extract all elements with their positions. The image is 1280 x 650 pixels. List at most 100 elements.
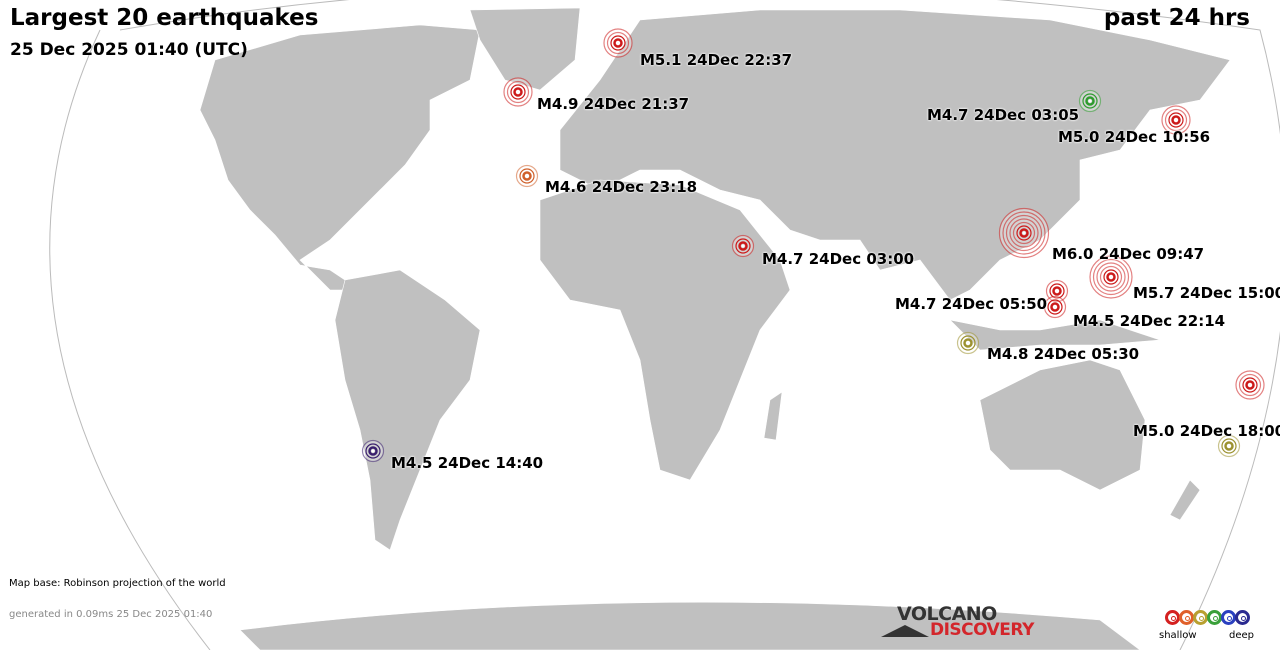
marker-ring <box>1002 211 1046 255</box>
earthquake-label[interactable]: M4.7 24Dec 03:05 <box>927 106 1080 124</box>
earthquake-label[interactable]: M5.0 24Dec 10:56 <box>1058 128 1211 146</box>
marker-center <box>1053 305 1057 309</box>
marker-ring <box>1019 228 1029 238</box>
earthquake-marker[interactable] <box>1235 370 1265 400</box>
marker-ring <box>1168 112 1184 128</box>
legend-deep-label: deep <box>1229 630 1254 641</box>
earthquake-label[interactable]: M4.5 24Dec 14:40 <box>391 454 544 472</box>
earthquake-marker[interactable] <box>956 331 980 355</box>
time-period: past 24 hrs <box>1103 5 1250 31</box>
marker-ring <box>610 35 626 51</box>
marker-ring <box>606 31 630 55</box>
earthquake-label[interactable]: M4.5 24Dec 22:14 <box>1073 312 1226 330</box>
marker-ring <box>1164 108 1188 132</box>
marker-ring <box>1221 438 1237 454</box>
marker-ring <box>613 38 623 48</box>
marker-center <box>371 449 375 453</box>
marker-ring <box>1171 115 1181 125</box>
earthquake-marker[interactable] <box>515 164 539 188</box>
land-madagascar <box>763 391 783 441</box>
marker-ring <box>510 84 526 100</box>
marker-ring <box>1245 380 1255 390</box>
volcanodiscovery-logo[interactable]: VOLCANO DISCOVERY <box>880 603 1040 643</box>
marker-ring <box>1082 93 1098 109</box>
earthquake-label[interactable]: M6.0 24Dec 09:47 <box>1052 245 1205 263</box>
marker-ring <box>1016 225 1032 241</box>
legend-depth-swatch <box>1235 610 1250 625</box>
marker-center <box>1055 289 1059 293</box>
marker-ring <box>963 338 973 348</box>
marker-ring <box>1049 283 1065 299</box>
map-outline <box>49 0 1280 650</box>
land-greenland <box>469 7 581 91</box>
earthquake-marker[interactable] <box>603 28 633 58</box>
earthquake-label[interactable]: M5.0 24Dec 18:00 <box>1133 422 1280 440</box>
marker-center <box>1109 275 1113 279</box>
marker-ring <box>1050 302 1060 312</box>
map-base-note: Map base: Robinson projection of the wor… <box>9 578 226 589</box>
earthquake-marker[interactable] <box>1217 434 1241 458</box>
earthquake-marker[interactable] <box>1078 89 1102 113</box>
marker-ring <box>1047 299 1063 315</box>
earthquake-label[interactable]: M5.7 24Dec 15:00 <box>1133 284 1280 302</box>
legend-depth-swatch <box>1221 610 1236 625</box>
land-indonesia <box>949 319 1161 351</box>
earthquake-marker[interactable] <box>361 439 385 463</box>
marker-center <box>1088 99 1092 103</box>
depth-legend: shallow deep <box>1159 610 1272 648</box>
marker-ring <box>365 443 381 459</box>
map-datetime: 25 Dec 2025 01:40 (UTC) <box>10 40 248 60</box>
marker-center <box>616 41 620 45</box>
marker-ring <box>1106 272 1116 282</box>
marker-ring <box>1009 218 1039 248</box>
logo-line1: VOLCANO <box>897 603 997 625</box>
land-antarctica <box>239 601 1141 650</box>
marker-center <box>516 90 520 94</box>
earthquake-marker[interactable] <box>503 77 533 107</box>
marker-ring <box>506 80 530 104</box>
land-europe-asia <box>559 9 1231 301</box>
earthquake-label[interactable]: M5.1 24Dec 22:37 <box>640 51 793 69</box>
marker-ring <box>1096 262 1126 292</box>
land-africa <box>539 179 791 481</box>
marker-center <box>966 341 970 345</box>
marker-ring <box>513 87 523 97</box>
marker-ring <box>1242 377 1258 393</box>
land-south-america <box>334 269 481 551</box>
generated-note: generated in 0.09ms 25 Dec 2025 01:40 <box>9 609 213 620</box>
marker-ring <box>1085 96 1095 106</box>
marker-center <box>1174 118 1178 122</box>
marker-ring <box>519 168 535 184</box>
land-new-zealand <box>1169 479 1201 521</box>
legend-depth-swatch <box>1207 610 1222 625</box>
logo-line2: DISCOVERY <box>930 620 1034 640</box>
earthquake-marker[interactable] <box>1161 105 1191 135</box>
marker-ring <box>1099 265 1123 289</box>
marker-ring <box>1224 441 1234 451</box>
land-australia <box>979 359 1146 491</box>
legend-depth-swatch <box>1165 610 1180 625</box>
earthquake-marker[interactable] <box>731 234 755 258</box>
marker-ring <box>1238 373 1262 397</box>
marker-ring <box>738 241 748 251</box>
marker-center <box>1022 231 1026 235</box>
volcano-icon <box>881 625 929 637</box>
map-title: Largest 20 earthquakes <box>10 5 319 31</box>
legend-depth-swatch <box>1193 610 1208 625</box>
earthquake-label[interactable]: M4.7 24Dec 05:50 <box>895 295 1048 313</box>
marker-center <box>1248 383 1252 387</box>
earthquake-marker[interactable] <box>1045 279 1069 303</box>
earthquake-label[interactable]: M4.9 24Dec 21:37 <box>537 95 690 113</box>
earthquake-marker[interactable] <box>998 207 1050 259</box>
earthquake-marker[interactable] <box>1043 295 1067 319</box>
earthquake-label[interactable]: M4.6 24Dec 23:18 <box>545 178 698 196</box>
marker-ring <box>368 446 378 456</box>
land-north-america <box>199 24 481 291</box>
earthquake-marker[interactable] <box>1089 255 1133 299</box>
marker-ring <box>1012 221 1036 245</box>
marker-ring <box>1103 269 1119 285</box>
earthquake-label[interactable]: M4.7 24Dec 03:00 <box>762 250 915 268</box>
earthquake-label[interactable]: M4.8 24Dec 05:30 <box>987 345 1140 363</box>
marker-ring <box>522 171 532 181</box>
